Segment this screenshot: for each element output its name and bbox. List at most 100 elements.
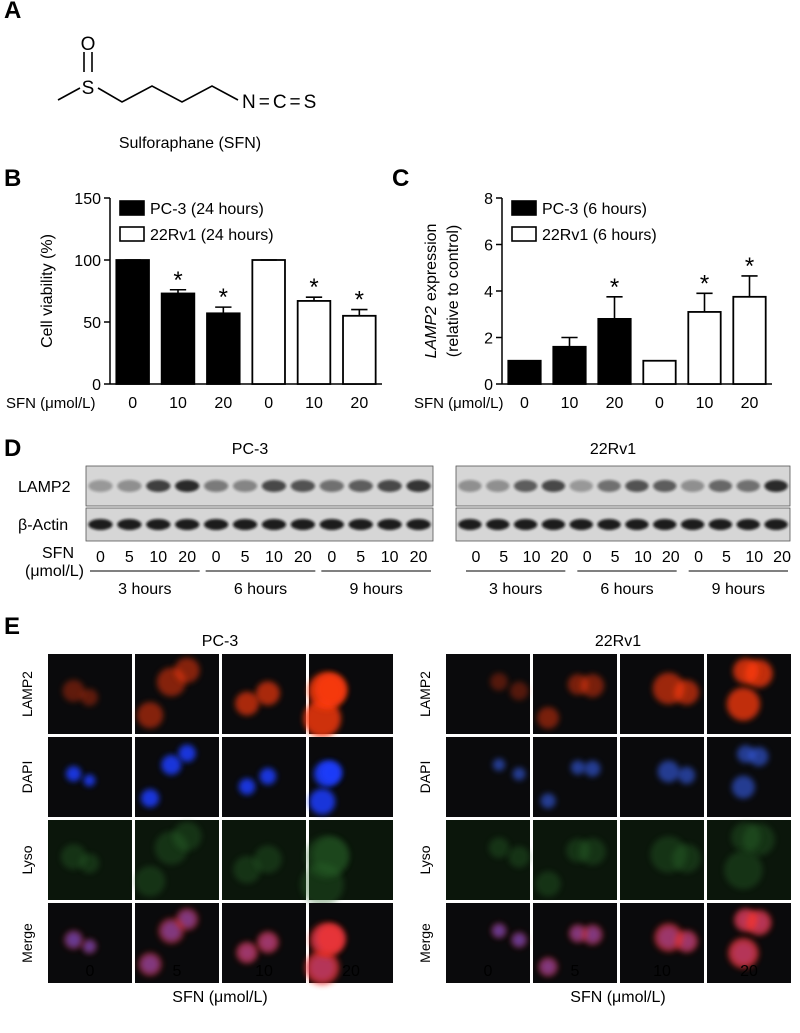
- blot-band: [625, 519, 649, 530]
- x-axis-label: SFN (μmol/L): [570, 989, 665, 1006]
- cell-signal: [80, 688, 98, 706]
- blot-band: [117, 519, 142, 530]
- cell-signal: [726, 687, 761, 721]
- blot-band: [708, 519, 733, 530]
- stain-label: Lyso: [19, 845, 35, 874]
- dose-label: 20: [740, 963, 758, 980]
- dose-label: 10: [381, 549, 399, 566]
- cell-signal: [303, 699, 341, 738]
- blot-band: [736, 480, 760, 492]
- cell-signal: [259, 767, 277, 785]
- cell-signal: [319, 761, 343, 784]
- cell-signal: [652, 672, 685, 705]
- dose-label: 20: [773, 549, 791, 566]
- cell-signal: [509, 681, 529, 701]
- error-bar: [351, 308, 368, 316]
- cell-signal: [255, 681, 280, 706]
- bar: [206, 312, 241, 385]
- y-axis-label: Cell viability (%): [39, 234, 56, 348]
- bar: [160, 292, 196, 385]
- atom: S: [82, 78, 95, 99]
- cell-signal: [731, 775, 755, 799]
- y-axis-label-gene: LAMP2: [423, 306, 440, 359]
- blot-band: [569, 480, 593, 492]
- stain-label: LAMP2: [19, 671, 35, 717]
- dose-label: 0: [583, 549, 592, 566]
- blot-band: [146, 519, 171, 530]
- dose-label: 5: [125, 549, 134, 566]
- x-tick-label: 0: [128, 395, 137, 412]
- dose-label: 5: [611, 549, 620, 566]
- cell-signal: [312, 836, 350, 875]
- blot-strip: [455, 507, 791, 542]
- dose-label: 10: [523, 549, 541, 566]
- blot-band: [175, 480, 200, 492]
- x-tick-label: 10: [169, 395, 187, 412]
- bar: [296, 300, 332, 385]
- cell-signal: [65, 766, 82, 782]
- significance-marker: *: [309, 274, 318, 301]
- bar: [342, 314, 377, 385]
- blot-band: [146, 480, 171, 492]
- cell-signal: [535, 871, 561, 897]
- blot-band: [541, 519, 566, 530]
- dose-label: 10: [745, 549, 763, 566]
- error-bar: [561, 336, 578, 347]
- cell-signal: [579, 838, 606, 866]
- cell-signal: [235, 691, 259, 716]
- stain-label: Merge: [417, 923, 433, 963]
- blot-band: [348, 519, 373, 530]
- dose-label: 10: [653, 963, 671, 980]
- cell-signal: [736, 745, 755, 763]
- x-axis-label: SFN (μmol/L): [414, 395, 503, 412]
- atom: O: [81, 34, 96, 55]
- significance-marker: *: [610, 274, 619, 301]
- y-tick-label: 100: [74, 253, 101, 270]
- panel-label: D: [4, 435, 21, 462]
- cell-signal: [178, 744, 196, 763]
- significance-marker: *: [355, 287, 364, 314]
- blot-band: [764, 519, 788, 530]
- blot-band: [625, 480, 649, 492]
- structure-caption: Sulforaphane (SFN): [119, 135, 261, 152]
- error-bar: [696, 292, 713, 312]
- structure-bonds: [57, 52, 239, 103]
- treatment-unit: (μmol/L): [25, 563, 84, 580]
- cell-signal: [304, 950, 340, 985]
- cell-signal: [140, 789, 160, 808]
- cell-signal: [253, 845, 282, 874]
- dose-label: 0: [86, 963, 95, 980]
- cell-signal: [175, 907, 199, 931]
- blot-band: [513, 519, 538, 530]
- cell-signal: [137, 952, 163, 977]
- cell-signal: [256, 931, 280, 954]
- cell-signal: [309, 788, 336, 815]
- y-axis-label: LAMP2 expression: [423, 224, 440, 359]
- cell-signal: [490, 922, 508, 939]
- blot-title: PC-3: [232, 441, 269, 458]
- blot-band: [88, 519, 113, 530]
- x-tick-label: 10: [696, 395, 714, 412]
- cell-signal: [63, 929, 84, 951]
- cell-signal: [512, 767, 526, 781]
- blot-band: [203, 480, 229, 492]
- row-label: LAMP2: [18, 479, 71, 496]
- cell-signal: [488, 837, 510, 859]
- error-bar: [741, 275, 758, 297]
- cell-signal: [60, 844, 87, 870]
- cell-signal: [83, 774, 96, 787]
- blot-band: [680, 480, 705, 492]
- bar: [597, 317, 632, 385]
- blot-band: [377, 480, 402, 492]
- cell-signal: [134, 865, 166, 897]
- blot-band: [232, 519, 258, 530]
- group-title: 22Rv1: [595, 633, 641, 650]
- bar: [552, 345, 587, 385]
- significance-marker: *: [173, 267, 182, 294]
- panel-label: A: [4, 0, 21, 24]
- blot-strip: [85, 465, 434, 507]
- significance-marker: *: [219, 284, 228, 311]
- timepoint-label: 6 hours: [600, 581, 653, 598]
- group-title: PC-3: [202, 633, 239, 650]
- blot-band: [458, 519, 482, 530]
